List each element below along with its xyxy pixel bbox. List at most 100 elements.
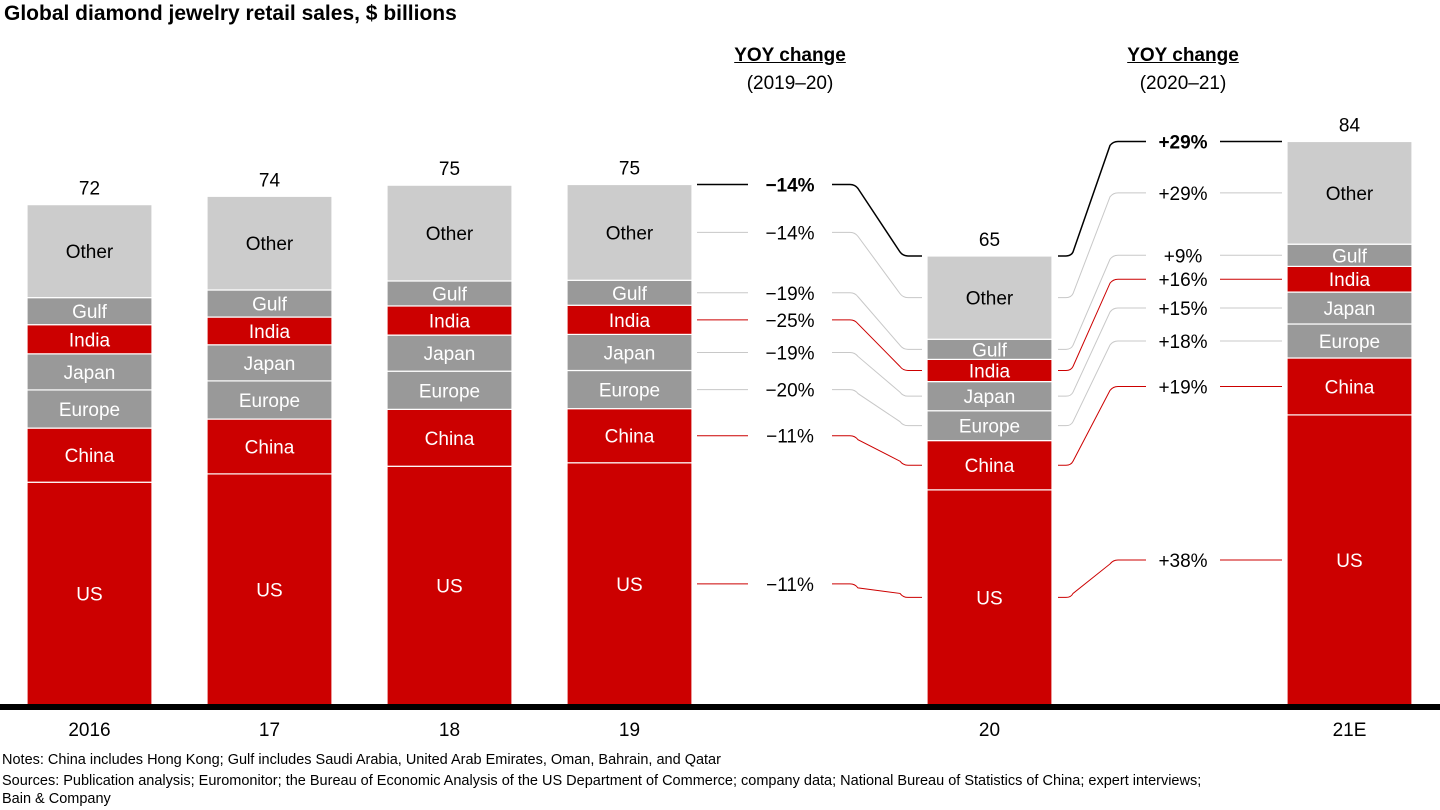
- segment-label: Europe: [59, 400, 120, 421]
- bar-segment-europe: [206, 380, 333, 420]
- segment-label: Other: [66, 242, 114, 263]
- segment-label: Europe: [959, 417, 1020, 438]
- bar-segment-japan: [206, 344, 333, 382]
- bar-segment-us: [926, 489, 1053, 706]
- bar-segment-other: [1286, 140, 1413, 245]
- yoy-label-2019-20: −14%: [765, 176, 814, 197]
- bar-total-label: 75: [439, 159, 460, 180]
- connector-line-2020-21: [1058, 340, 1282, 427]
- bar-segment-gulf: [566, 279, 693, 306]
- yoy-label-2019-20: −11%: [766, 575, 814, 596]
- segment-label: Japan: [604, 343, 656, 364]
- bar-segment-other: [386, 184, 513, 282]
- yoy-label-2020-21: +18%: [1158, 332, 1207, 353]
- yoy-label-2020-21: +19%: [1158, 377, 1207, 398]
- bar-total-label: 84: [1339, 115, 1361, 136]
- bar-segment-europe: [26, 389, 153, 429]
- segment-label: Europe: [419, 381, 480, 402]
- bar-total-label: 72: [79, 179, 100, 200]
- yoy-label-2019-20: −14%: [765, 223, 814, 244]
- yoy-header-title: YOY change: [734, 45, 846, 66]
- yoy-header-period: (2020–21): [1139, 73, 1227, 94]
- x-tick-label: 2016: [68, 720, 110, 741]
- segment-label: Japan: [64, 363, 116, 384]
- segment-label: Other: [1326, 184, 1374, 205]
- segment-label: China: [965, 456, 1015, 477]
- yoy-label-2019-20: −19%: [765, 343, 814, 364]
- connector-line-2020-21: [1058, 254, 1282, 350]
- segment-label: US: [1336, 551, 1362, 572]
- yoy-label-2019-20: −19%: [765, 284, 814, 305]
- segment-label: Gulf: [972, 340, 1008, 361]
- segment-label: Japan: [964, 387, 1016, 408]
- bar-total-label: 75: [619, 159, 640, 180]
- segment-label: Gulf: [432, 284, 468, 305]
- bar-segment-gulf: [386, 280, 513, 307]
- segment-label: Gulf: [612, 284, 648, 305]
- bar-segment-japan: [566, 333, 693, 372]
- segment-label: Gulf: [72, 302, 108, 323]
- segment-label: China: [245, 437, 295, 458]
- connector-line-2020-21: [1058, 140, 1282, 257]
- segment-label: India: [609, 311, 651, 332]
- segment-label: Other: [246, 234, 294, 255]
- bar-segment-other: [206, 195, 333, 291]
- connector-line-2019-20: [697, 389, 922, 427]
- connector-line-2020-21: [1058, 278, 1282, 371]
- bar-segment-other: [566, 183, 693, 281]
- connector-line-2020-21: [1058, 192, 1282, 299]
- segment-label: India: [969, 361, 1011, 382]
- connector-line-2019-20: [697, 231, 922, 299]
- yoy-header-2020-21: YOY change (2020–21): [1083, 45, 1283, 95]
- yoy-header-title: YOY change: [1127, 45, 1239, 66]
- segment-label: US: [976, 588, 1002, 609]
- bar-segment-china: [26, 427, 153, 483]
- x-tick-label: 19: [619, 720, 640, 741]
- bar-segment-india: [566, 304, 693, 336]
- segment-label: India: [1329, 270, 1371, 291]
- segment-label: Japan: [244, 354, 296, 375]
- segment-label: India: [69, 330, 111, 351]
- sources-continued: Bain & Company: [2, 791, 111, 807]
- notes: Notes: China includes Hong Kong; Gulf in…: [2, 752, 721, 768]
- segment-label: Japan: [424, 344, 476, 365]
- segment-label: Europe: [599, 381, 660, 402]
- bar-segment-us: [206, 473, 333, 706]
- segment-label: Gulf: [1332, 246, 1368, 267]
- yoy-label-2020-21: +38%: [1158, 551, 1207, 572]
- bar-segment-japan: [26, 353, 153, 391]
- bar-segment-europe: [386, 370, 513, 410]
- yoy-label-2019-20: −20%: [765, 381, 814, 402]
- segment-label: Gulf: [252, 295, 288, 316]
- x-tick-label: 18: [439, 720, 460, 741]
- yoy-label-2020-21: +15%: [1158, 299, 1207, 320]
- connector-line-2019-20: [697, 183, 922, 257]
- segment-label: Other: [606, 223, 654, 244]
- yoy-header-period: (2019–20): [746, 73, 834, 94]
- bar-segment-india: [1286, 265, 1413, 293]
- segment-label: US: [616, 575, 642, 596]
- segment-label: Other: [966, 289, 1014, 310]
- yoy-label-2020-21: +9%: [1164, 246, 1203, 267]
- bar-segment-other: [926, 255, 1053, 340]
- connector-line-2020-21: [1058, 559, 1282, 598]
- segment-label: China: [425, 429, 475, 450]
- bar-segment-india: [26, 324, 153, 355]
- yoy-header-2019-20: YOY change (2019–20): [690, 45, 890, 95]
- segment-label: US: [76, 585, 102, 606]
- sources: Sources: Publication analysis; Euromonit…: [2, 773, 1202, 789]
- connector-line-2019-20: [697, 292, 922, 350]
- bar-segment-gulf: [26, 297, 153, 326]
- segment-label: China: [1325, 377, 1375, 398]
- connector-line-2019-20: [697, 319, 922, 371]
- connector-line-2020-21: [1058, 307, 1282, 397]
- segment-label: Europe: [239, 391, 300, 412]
- x-axis-line: [0, 704, 1440, 710]
- segment-label: US: [436, 577, 462, 598]
- bar-segment-other: [26, 204, 153, 299]
- bar-segment-china: [1286, 357, 1413, 416]
- bar-segment-japan: [926, 380, 1053, 412]
- bar-total-label: 74: [259, 170, 281, 191]
- connector-line-2019-20: [697, 351, 922, 397]
